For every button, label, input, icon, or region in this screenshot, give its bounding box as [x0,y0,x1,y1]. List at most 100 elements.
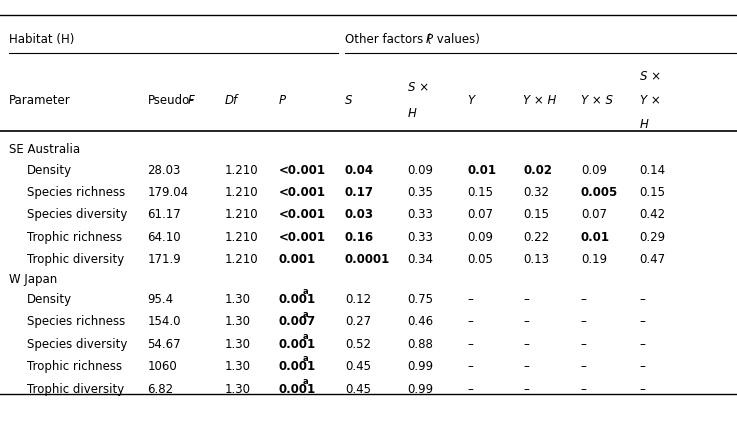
Text: –: – [640,360,646,373]
Text: 0.07: 0.07 [467,208,493,221]
Text: Y × H: Y × H [523,94,556,107]
Text: 0.34: 0.34 [408,253,433,266]
Text: 1.210: 1.210 [225,208,259,221]
Text: 179.04: 179.04 [147,186,189,199]
Text: –: – [523,360,529,373]
Text: Trophic richness: Trophic richness [27,231,122,244]
Text: 0.75: 0.75 [408,293,433,306]
Text: Pseudo-: Pseudo- [147,94,195,107]
Text: 6.82: 6.82 [147,383,173,396]
Text: 0.13: 0.13 [523,253,549,266]
Text: 0.45: 0.45 [345,360,371,373]
Text: a: a [303,287,309,296]
Text: 0.27: 0.27 [345,315,371,328]
Text: 0.12: 0.12 [345,293,371,306]
Text: 1.30: 1.30 [225,338,251,351]
Text: 0.09: 0.09 [467,231,493,244]
Text: 0.01: 0.01 [581,231,609,244]
Text: 0.09: 0.09 [581,164,607,177]
Text: Species diversity: Species diversity [27,208,128,221]
Text: –: – [581,383,587,396]
Text: 0.35: 0.35 [408,186,433,199]
Text: F: F [187,94,194,107]
Text: –: – [581,360,587,373]
Text: –: – [467,338,473,351]
Text: 0.19: 0.19 [581,253,607,266]
Text: a: a [303,310,309,319]
Text: –: – [467,315,473,328]
Text: 0.88: 0.88 [408,338,433,351]
Text: 0.09: 0.09 [408,164,433,177]
Text: 1060: 1060 [147,360,177,373]
Text: 0.46: 0.46 [408,315,433,328]
Text: Y: Y [467,94,475,107]
Text: 0.0001: 0.0001 [345,253,390,266]
Text: –: – [640,315,646,328]
Text: a: a [303,354,309,364]
Text: 0.29: 0.29 [640,231,666,244]
Text: Y ×: Y × [640,94,660,107]
Text: 1.30: 1.30 [225,360,251,373]
Text: 1.30: 1.30 [225,383,251,396]
Text: –: – [581,315,587,328]
Text: 171.9: 171.9 [147,253,181,266]
Text: Species richness: Species richness [27,315,125,328]
Text: Density: Density [27,293,72,306]
Text: 54.67: 54.67 [147,338,181,351]
Text: 64.10: 64.10 [147,231,181,244]
Text: 0.001: 0.001 [279,360,315,373]
Text: 0.15: 0.15 [640,186,666,199]
Text: 28.03: 28.03 [147,164,181,177]
Text: S: S [345,94,352,107]
Text: Df: Df [225,94,238,107]
Text: H: H [640,118,649,131]
Text: a: a [303,377,309,386]
Text: 95.4: 95.4 [147,293,173,306]
Text: 0.007: 0.007 [279,315,315,328]
Text: H: H [408,107,416,120]
Text: values): values) [433,33,481,46]
Text: Other factors (: Other factors ( [345,33,432,46]
Text: –: – [467,383,473,396]
Text: 0.001: 0.001 [279,293,315,306]
Text: 0.33: 0.33 [408,208,433,221]
Text: P: P [425,33,433,46]
Text: 0.005: 0.005 [581,186,618,199]
Text: SE Australia: SE Australia [9,143,80,156]
Text: 0.99: 0.99 [408,383,433,396]
Text: <0.001: <0.001 [279,186,326,199]
Text: 1.210: 1.210 [225,253,259,266]
Text: 1.210: 1.210 [225,164,259,177]
Text: 0.15: 0.15 [467,186,493,199]
Text: Trophic diversity: Trophic diversity [27,253,125,266]
Text: –: – [467,360,473,373]
Text: 0.42: 0.42 [640,208,666,221]
Text: 1.210: 1.210 [225,231,259,244]
Text: 0.99: 0.99 [408,360,433,373]
Text: –: – [640,293,646,306]
Text: 0.22: 0.22 [523,231,549,244]
Text: 0.04: 0.04 [345,164,374,177]
Text: <0.001: <0.001 [279,164,326,177]
Text: Parameter: Parameter [9,94,71,107]
Text: 0.07: 0.07 [581,208,607,221]
Text: –: – [640,338,646,351]
Text: –: – [640,383,646,396]
Text: P: P [279,94,286,107]
Text: 0.001: 0.001 [279,383,315,396]
Text: Y × S: Y × S [581,94,612,107]
Text: 0.17: 0.17 [345,186,374,199]
Text: 1.210: 1.210 [225,186,259,199]
Text: Density: Density [27,164,72,177]
Text: 0.02: 0.02 [523,164,552,177]
Text: Trophic diversity: Trophic diversity [27,383,125,396]
Text: –: – [523,315,529,328]
Text: W Japan: W Japan [9,273,57,286]
Text: 0.001: 0.001 [279,338,315,351]
Text: –: – [523,338,529,351]
Text: Species richness: Species richness [27,186,125,199]
Text: 0.32: 0.32 [523,186,549,199]
Text: –: – [523,293,529,306]
Text: <0.001: <0.001 [279,208,326,221]
Text: 0.16: 0.16 [345,231,374,244]
